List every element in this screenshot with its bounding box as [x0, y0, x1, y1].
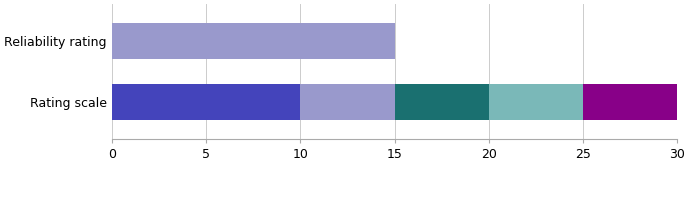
Bar [583, 84, 677, 120]
Bar [112, 22, 395, 59]
Bar [489, 84, 583, 120]
Bar [300, 84, 395, 120]
Bar [395, 84, 489, 120]
Bar [112, 84, 300, 120]
